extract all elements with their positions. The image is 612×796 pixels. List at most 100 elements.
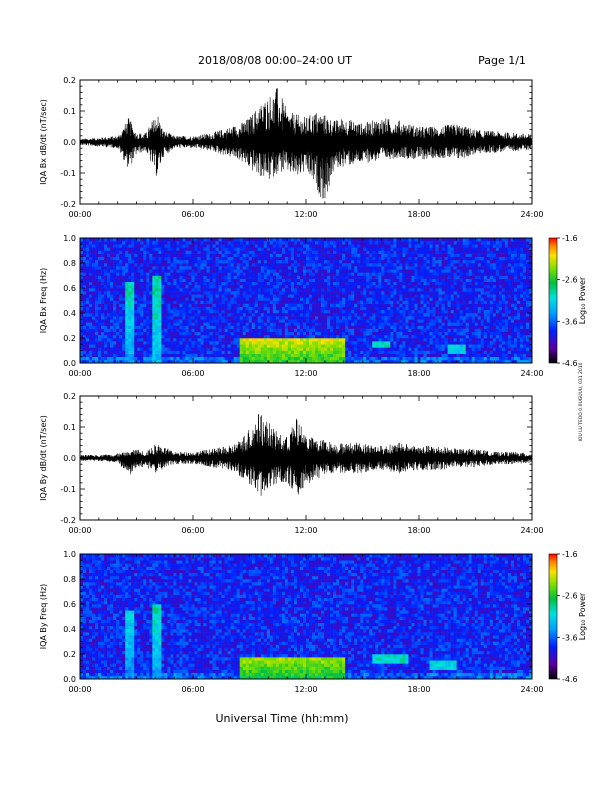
spectrogram-cell bbox=[198, 319, 201, 322]
spectrogram-cell bbox=[113, 263, 116, 266]
spectrogram-cell bbox=[119, 294, 122, 297]
spectrogram-cell bbox=[414, 285, 417, 288]
spectrogram-cell bbox=[152, 338, 155, 341]
spectrogram-cell bbox=[207, 266, 210, 269]
spectrogram-cell bbox=[155, 285, 158, 288]
spectrogram-cell bbox=[176, 263, 179, 266]
spectrogram-cell bbox=[234, 304, 237, 307]
spectrogram-cell bbox=[285, 247, 288, 250]
spectrogram-cell bbox=[378, 247, 381, 250]
spectrogram-cell bbox=[101, 335, 104, 338]
spectrogram-cell bbox=[98, 301, 101, 304]
spectrogram-cell bbox=[98, 294, 101, 297]
spectrogram-cell bbox=[357, 347, 360, 350]
spectrogram-cell bbox=[204, 301, 207, 304]
spectrogram-cell bbox=[375, 322, 378, 325]
spectrogram-cell bbox=[306, 338, 309, 341]
spectrogram-cell bbox=[86, 272, 89, 275]
spectrogram-cell bbox=[176, 241, 179, 244]
spectrogram-cell bbox=[424, 316, 427, 319]
spectrogram-cell bbox=[107, 288, 110, 291]
spectrogram-cell bbox=[86, 351, 89, 354]
spectrogram-cell bbox=[210, 266, 213, 269]
spectrogram-cell bbox=[149, 241, 152, 244]
spectrogram-cell bbox=[201, 322, 204, 325]
spectrogram-cell bbox=[288, 288, 291, 291]
spectrogram-cell bbox=[321, 257, 324, 260]
spectrogram-cell bbox=[288, 254, 291, 257]
spectrogram-cell bbox=[336, 335, 339, 338]
spectrogram-cell bbox=[134, 297, 137, 300]
spectrogram-cell bbox=[122, 338, 125, 341]
spectrogram-cell bbox=[351, 304, 354, 307]
spectrogram-cell bbox=[336, 357, 339, 360]
spectrogram-cell bbox=[312, 244, 315, 247]
spectrogram-cell bbox=[297, 260, 300, 263]
spectrogram-cell bbox=[167, 279, 170, 282]
spectrogram-cell bbox=[273, 276, 276, 279]
spectrogram-cell bbox=[188, 291, 191, 294]
spectrogram-cell bbox=[436, 326, 439, 329]
spectrogram-cell bbox=[243, 285, 246, 288]
spectrogram-cell bbox=[279, 310, 282, 313]
spectrogram-cell bbox=[378, 272, 381, 275]
spectrogram-cell bbox=[249, 326, 252, 329]
spectrogram-cell bbox=[372, 304, 375, 307]
spectrogram-cell bbox=[300, 238, 303, 241]
spectrogram-cell bbox=[173, 247, 176, 250]
spectrogram-cell bbox=[237, 344, 240, 347]
spectrogram-cell bbox=[164, 294, 167, 297]
spectrogram-cell bbox=[255, 344, 258, 347]
spectrogram-cell bbox=[372, 322, 375, 325]
spectrogram-cell bbox=[92, 257, 95, 260]
spectrogram-cell bbox=[333, 351, 336, 354]
spectrogram-cell bbox=[405, 291, 408, 294]
spectrogram-cell bbox=[95, 316, 98, 319]
spectrogram-cell bbox=[210, 344, 213, 347]
spectrogram-cell bbox=[399, 326, 402, 329]
spectrogram-cell bbox=[288, 338, 291, 341]
spectrogram-cell bbox=[306, 326, 309, 329]
spectrogram-cell bbox=[300, 288, 303, 291]
spectrogram-cell bbox=[430, 254, 433, 257]
spectrogram-cell bbox=[402, 301, 405, 304]
spectrogram-cell bbox=[128, 251, 131, 254]
spectrogram-cell bbox=[445, 279, 448, 282]
spectrogram-cell bbox=[291, 257, 294, 260]
spectrogram-cell bbox=[110, 329, 113, 332]
spectrogram-cell bbox=[164, 272, 167, 275]
spectrogram-cell bbox=[288, 297, 291, 300]
spectrogram-cell bbox=[219, 344, 222, 347]
spectrogram-cell bbox=[324, 307, 327, 310]
spectrogram-cell bbox=[216, 313, 219, 316]
spectrogram-cell bbox=[119, 272, 122, 275]
spectrogram-cell bbox=[282, 241, 285, 244]
spectrogram-cell bbox=[92, 329, 95, 332]
spectrogram-cell bbox=[282, 304, 285, 307]
spectrogram-cell bbox=[110, 285, 113, 288]
spectrogram-cell bbox=[276, 316, 279, 319]
spectrogram-cell bbox=[234, 244, 237, 247]
spectrogram-cell bbox=[348, 260, 351, 263]
spectrogram-cell bbox=[318, 344, 321, 347]
spectrogram-cell bbox=[101, 291, 104, 294]
spectrogram-cell bbox=[152, 297, 155, 300]
spectrogram-cell bbox=[155, 344, 158, 347]
spectrogram-cell bbox=[282, 297, 285, 300]
spectrogram-cell bbox=[149, 341, 152, 344]
spectrogram-cell bbox=[101, 351, 104, 354]
spectrogram-cell bbox=[195, 285, 198, 288]
spectrogram-cell bbox=[158, 272, 161, 275]
spectrogram-cell bbox=[267, 254, 270, 257]
spectrogram-cell bbox=[158, 347, 161, 350]
spectrogram-cell bbox=[336, 338, 339, 341]
spectrogram-cell bbox=[240, 332, 243, 335]
spectrogram-cell bbox=[439, 344, 442, 347]
spectrogram-cell bbox=[98, 338, 101, 341]
spectrogram-cell bbox=[161, 357, 164, 360]
spectrogram-cell bbox=[345, 301, 348, 304]
spectrogram-cell bbox=[146, 319, 149, 322]
spectrogram-cell bbox=[288, 276, 291, 279]
spectrogram-cell bbox=[201, 319, 204, 322]
